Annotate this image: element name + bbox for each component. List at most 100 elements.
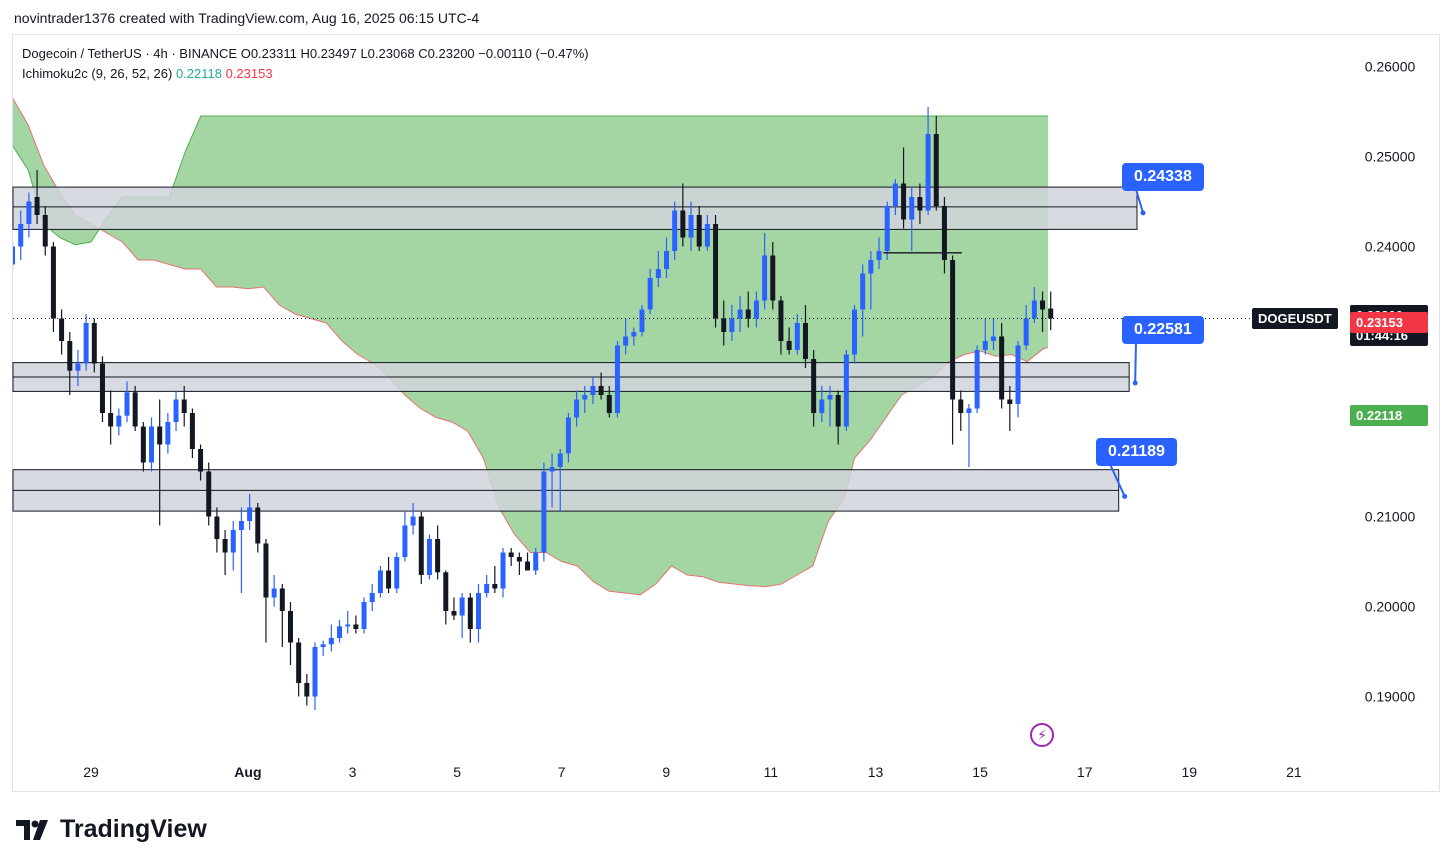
candle-body bbox=[435, 539, 441, 573]
candle-body bbox=[59, 318, 65, 341]
time-tick-label: 7 bbox=[558, 764, 566, 780]
candle-body bbox=[770, 255, 776, 301]
candle-body bbox=[827, 395, 833, 400]
candle-body bbox=[83, 323, 89, 364]
candle-body bbox=[13, 246, 16, 265]
candle-body bbox=[794, 323, 800, 350]
time-tick-label: 3 bbox=[349, 764, 357, 780]
time-axis[interactable]: 29 Aug 3 5 7 9 11 13 15 17 19 21 bbox=[83, 764, 1302, 780]
indicator-tag-green: 0.22118 bbox=[1350, 404, 1428, 426]
candle-body bbox=[108, 413, 114, 427]
label-pointer-dot bbox=[1140, 210, 1146, 216]
brand-name: TradingView bbox=[60, 815, 207, 843]
candle-body bbox=[500, 552, 506, 589]
symbol-tag: DOGEUSDT bbox=[1252, 307, 1338, 329]
candle-body bbox=[337, 626, 343, 638]
indicator-value-red: 0.23153 bbox=[225, 66, 273, 81]
candle-body bbox=[189, 413, 195, 449]
cloud-span-b bbox=[13, 115, 1049, 246]
candle-body bbox=[745, 309, 751, 319]
time-tick-label: 21 bbox=[1286, 764, 1302, 780]
time-tick-label: 13 bbox=[868, 764, 884, 780]
zone-label[interactable]: 0.24338 bbox=[1122, 163, 1204, 191]
candle-body bbox=[206, 471, 212, 517]
candle-body bbox=[664, 251, 670, 269]
candle-body bbox=[484, 584, 490, 593]
candle-body bbox=[508, 552, 514, 557]
price-tick-label: 0.26000 bbox=[1365, 59, 1416, 75]
chart-frame bbox=[12, 34, 1440, 792]
candle-body bbox=[950, 260, 956, 400]
candle-body bbox=[901, 183, 907, 220]
candle-body bbox=[876, 251, 882, 260]
candle-body bbox=[75, 363, 81, 371]
candle-body bbox=[868, 260, 874, 274]
ichimoku-cloud bbox=[13, 97, 1049, 596]
candle-body bbox=[892, 183, 898, 206]
time-tick-label: 15 bbox=[972, 764, 988, 780]
candle-body bbox=[214, 516, 220, 539]
candle-body bbox=[623, 336, 629, 346]
candle-body bbox=[999, 336, 1005, 400]
candle-body bbox=[819, 399, 825, 413]
candle-body bbox=[933, 134, 939, 206]
indicator-legend[interactable]: Ichimoku2c (9, 26, 52, 26) 0.22118 0.231… bbox=[22, 66, 273, 81]
time-tick-label: Aug bbox=[234, 764, 261, 780]
candle-body bbox=[860, 273, 866, 310]
candle-body bbox=[287, 611, 293, 643]
candle-body bbox=[492, 584, 498, 589]
candle-body bbox=[34, 197, 40, 215]
candle-body bbox=[345, 624, 351, 627]
candle-body bbox=[418, 516, 424, 575]
candle-body bbox=[304, 683, 310, 697]
candle-body bbox=[1015, 345, 1021, 404]
candle-body bbox=[426, 539, 432, 575]
label-pointer bbox=[1135, 188, 1144, 214]
candle-body bbox=[606, 395, 612, 413]
candle-body bbox=[410, 516, 416, 526]
candle-body bbox=[909, 197, 915, 220]
support-resistance-zones bbox=[12, 186, 1138, 512]
price-lines bbox=[13, 188, 1250, 499]
candle-body bbox=[598, 386, 604, 395]
candle-body bbox=[263, 543, 269, 598]
symbol-legend: Dogecoin / TetherUS · 4h · BINANCE O0.23… bbox=[22, 46, 589, 61]
candle-body bbox=[574, 399, 580, 418]
candle-body bbox=[680, 210, 686, 238]
candle-body bbox=[18, 224, 24, 247]
candle-body bbox=[247, 507, 253, 521]
candle-body bbox=[255, 507, 261, 544]
candle-body bbox=[533, 552, 539, 571]
zone-label[interactable]: 0.21189 bbox=[1096, 438, 1177, 466]
candle-body bbox=[990, 336, 996, 341]
candle-body bbox=[361, 602, 367, 629]
candle-body bbox=[549, 467, 555, 472]
candle-body bbox=[394, 557, 400, 589]
candle-body bbox=[451, 611, 457, 616]
zone-label[interactable]: 0.22581 bbox=[1122, 316, 1204, 344]
candle-body bbox=[353, 624, 359, 629]
candle-body bbox=[296, 642, 302, 683]
candle-body bbox=[852, 309, 858, 355]
candle-body bbox=[958, 399, 964, 413]
candle-body bbox=[672, 210, 678, 251]
candle-body bbox=[639, 309, 645, 332]
zone-box bbox=[12, 186, 1138, 230]
candle-body bbox=[165, 422, 171, 445]
candle-body bbox=[149, 426, 155, 463]
candle-body bbox=[124, 392, 130, 416]
candle-body bbox=[132, 392, 138, 427]
candle-body bbox=[925, 134, 931, 211]
candle-body bbox=[737, 309, 743, 319]
candle-body bbox=[157, 426, 163, 445]
lightning-icon[interactable]: ⚡ bbox=[1030, 723, 1054, 747]
price-axis[interactable]: 0.26000 0.25000 0.24000 0.21000 0.20000 0.190… bbox=[1365, 59, 1416, 705]
candle-body bbox=[42, 215, 48, 247]
candle-body bbox=[238, 521, 244, 530]
tradingview-logo[interactable]: TradingView bbox=[16, 815, 207, 844]
price-tick-label: 0.21000 bbox=[1365, 509, 1416, 525]
author-line: novintrader1376 created with TradingView… bbox=[14, 10, 480, 26]
label-pointer-dot bbox=[1132, 380, 1138, 386]
indicator-value-green: 0.22118 bbox=[175, 66, 222, 81]
